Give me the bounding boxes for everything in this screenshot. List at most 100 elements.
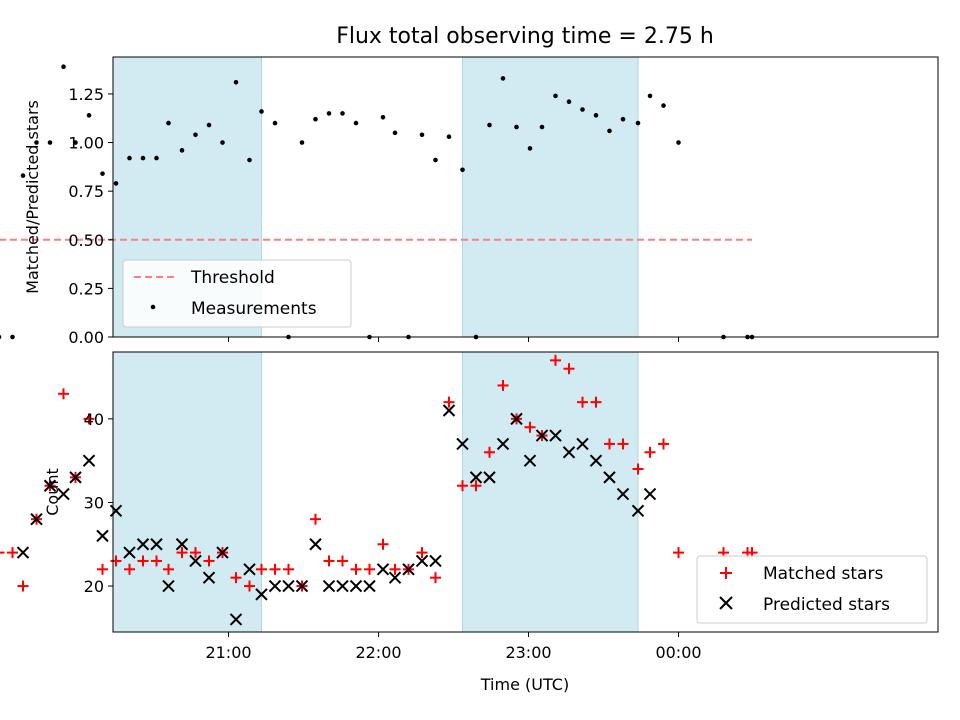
matched-star-point (176, 547, 188, 559)
matched-star-point (644, 446, 656, 458)
x-tick-label: 00:00 (655, 643, 701, 662)
matched-star-point (377, 538, 389, 550)
matched-star-point (337, 555, 348, 567)
predicted-star-point (16, 546, 30, 559)
predicted-star-point (429, 554, 442, 568)
x-tick-label: 22:00 (355, 643, 401, 662)
matched-star-point (0, 547, 5, 559)
measurement-point (313, 116, 318, 122)
legend-matched-swatch (720, 567, 732, 579)
x-tick-label: 23:00 (505, 643, 551, 662)
matched-star-point (443, 396, 455, 408)
matched-star-point (364, 563, 375, 575)
shaded-interval (462, 351, 639, 633)
measurement-point (86, 113, 92, 118)
predicted-star-point (175, 538, 189, 551)
matched-star-point (430, 572, 441, 584)
y-tick-label: 40 (84, 410, 104, 429)
matched-star-point (617, 438, 629, 450)
measurement-point (179, 148, 185, 153)
bottom-y-axis-label: Count (43, 468, 62, 516)
measurement-point (0, 334, 2, 340)
matched-star-point (389, 563, 401, 575)
measurement-point (233, 79, 239, 85)
matched-star-point (310, 513, 321, 525)
legend-measurements-label: Measurements (191, 299, 317, 319)
measurement-point (220, 140, 225, 145)
y-tick-label: 1.25 (68, 85, 104, 104)
measurement-point (326, 111, 332, 116)
predicted-star-point (643, 487, 657, 501)
bottom-y-ticks: 20 30 40 (84, 410, 113, 596)
measurement-point (340, 111, 345, 116)
top-y-ticks: 0.00 0.25 0.50 0.75 1.00 1.25 (68, 85, 113, 347)
measurement-point (500, 76, 506, 81)
measurement-point (661, 103, 666, 108)
bottom-x-ticks: 21:00 22:00 23:00 00:00 (205, 632, 702, 662)
predicted-star-point (442, 404, 456, 417)
predicted-star-point (363, 579, 376, 593)
matched-star-point (151, 555, 162, 567)
measurement-point (353, 120, 359, 126)
measurement-point (635, 120, 641, 126)
matched-star-point (137, 555, 149, 567)
matched-star-point (124, 563, 135, 575)
measurement-point (166, 120, 171, 126)
legend-predicted-label: Predicted stars (763, 595, 890, 615)
shaded-interval (462, 56, 639, 338)
matched-star-point (563, 363, 575, 375)
predicted-star-point (96, 529, 109, 543)
y-tick-label: 20 (84, 577, 104, 596)
top-legend-box (122, 259, 352, 328)
measurement-point (580, 107, 585, 112)
matched-star-point (673, 547, 684, 559)
matched-star-point (83, 413, 95, 425)
x-axis-label: Time (UTC) (480, 675, 569, 694)
matched-star-point (58, 388, 69, 400)
predicted-star-point (162, 579, 175, 593)
predicted-star-point (189, 554, 202, 568)
predicted-star-point (69, 471, 82, 484)
predicted-star-point (295, 579, 309, 593)
matched-star-point (110, 555, 122, 567)
measurement-point (154, 155, 159, 161)
measurement-point (193, 132, 198, 138)
measurement-point (10, 334, 15, 340)
matched-star-point (350, 563, 362, 575)
matched-star-point (163, 563, 174, 575)
predicted-star-point (388, 571, 402, 584)
predicted-star-point (82, 454, 96, 467)
matched-star-point (7, 547, 18, 559)
matched-star-point (190, 547, 201, 559)
measurement-point (127, 155, 132, 161)
bottom-legend: Matched stars Predicted stars (696, 555, 928, 624)
predicted-star-point (631, 504, 645, 518)
measurement-points (0, 64, 755, 340)
y-tick-label: 0.25 (68, 279, 104, 298)
top-y-axis-label: Matched/Predicted stars (23, 100, 42, 294)
matched-star-point (97, 563, 108, 575)
predicted-star-point (282, 579, 295, 593)
predicted-star-point (589, 454, 603, 467)
predicted-star-point (549, 429, 562, 442)
measurement-point (140, 155, 146, 161)
predicted-star-point (268, 579, 282, 593)
measurement-point (620, 116, 626, 122)
legend-threshold-label: Threshold (190, 268, 275, 288)
measurement-point (419, 132, 425, 138)
matched-star-point (470, 480, 482, 492)
legend-measurements-swatch (150, 304, 156, 310)
measurement-point (647, 93, 653, 99)
top-axes-frame (112, 56, 939, 338)
predicted-star-point (349, 579, 363, 593)
top-legend: Threshold Measurements (122, 259, 352, 328)
predicted-star-point (535, 429, 549, 442)
matched-star-point (17, 580, 29, 592)
measurement-point (514, 124, 519, 130)
predicted-star-point (402, 563, 415, 576)
ratio-panel: Flux total observing time = 2.75 h 0.000… (0, 24, 939, 347)
predicted-star-point (336, 579, 349, 593)
matched-star-point (416, 547, 428, 559)
predicted-star-point (469, 471, 483, 484)
